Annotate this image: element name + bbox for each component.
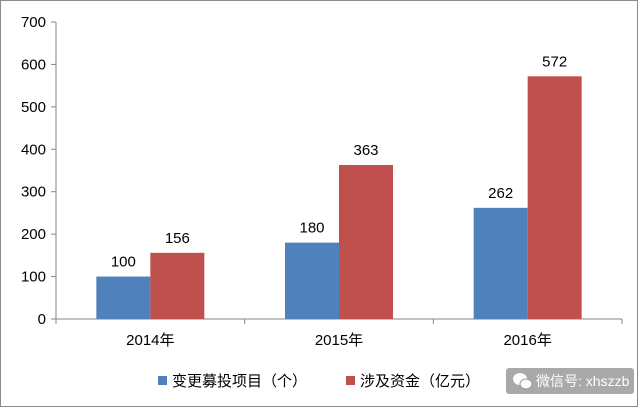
chart-data-labels: 100 156 180 363 262 572 xyxy=(111,53,567,270)
legend-label: 变更募投项目（个） xyxy=(172,373,307,390)
watermark: 微信号: xhszzb xyxy=(506,368,634,394)
data-label: 180 xyxy=(299,220,324,237)
data-label: 100 xyxy=(111,254,136,271)
bar xyxy=(339,164,393,319)
y-tick-label: 200 xyxy=(21,226,46,243)
legend-swatch xyxy=(158,376,167,385)
data-label: 363 xyxy=(353,142,378,159)
chart-legend: 变更募投项目（个） 涉及资金（亿元） xyxy=(158,373,480,390)
y-tick-label: 500 xyxy=(21,99,46,116)
data-label: 262 xyxy=(488,185,513,202)
chart-bars xyxy=(96,76,582,320)
y-tick-label: 100 xyxy=(21,269,46,286)
y-tick-label: 400 xyxy=(21,141,46,158)
data-label: 156 xyxy=(165,230,190,247)
bar xyxy=(527,76,582,320)
watermark-background xyxy=(506,368,634,394)
bar xyxy=(285,242,339,319)
data-label: 572 xyxy=(542,53,567,70)
bar xyxy=(473,207,528,319)
x-tick-label: 2016年 xyxy=(503,332,551,349)
y-tick-label: 300 xyxy=(21,184,46,201)
legend-label: 涉及资金（亿元） xyxy=(360,373,480,390)
y-tick-label: 0 xyxy=(38,311,46,328)
y-tick-label: 600 xyxy=(21,56,46,73)
y-tick-label: 700 xyxy=(21,14,46,31)
watermark-text: 微信号: xhszzb xyxy=(536,373,630,389)
bar xyxy=(96,276,151,319)
bar xyxy=(150,252,205,319)
wechat-icon xyxy=(513,373,533,390)
x-tick-label: 2015年 xyxy=(315,332,363,349)
legend-swatch xyxy=(346,376,355,385)
x-tick-label: 2014年 xyxy=(126,332,174,349)
